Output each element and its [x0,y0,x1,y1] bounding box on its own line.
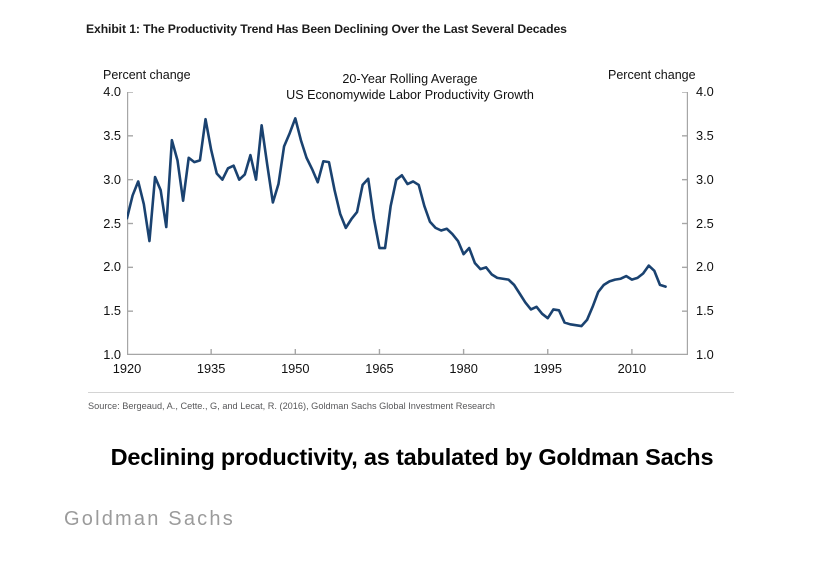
x-axis-label: 2010 [617,361,647,376]
left-axis-unit-label: Percent change [103,68,191,82]
source-divider [88,392,734,393]
right-axis-unit-label: Percent change [608,68,696,82]
y-axis-label-left: 3.0 [103,171,121,187]
plot-title-line-1: 20-Year Rolling Average [342,72,478,86]
y-axis-label-left: 1.0 [103,347,121,362]
y-axis-label-left: 3.5 [103,127,121,143]
y-axis-label-right: 1.5 [696,303,714,319]
plot-title-line-2: US Economywide Labor Productivity Growth [286,87,534,102]
y-axis-label-left: 1.5 [103,303,121,319]
x-axis-label: 1950 [281,361,310,376]
plot-box [127,92,688,355]
y-axis-label-right: 3.5 [696,127,714,143]
x-axis-ticks [127,349,633,355]
slide-caption: Declining productivity, as tabulated by … [110,444,714,470]
y-axis-label-right: 1.0 [696,347,714,362]
series-line-path [127,117,667,328]
exhibit-title: Exhibit 1: The Productivity Trend Has Be… [86,22,567,36]
x-axis-label: 1935 [196,361,226,376]
y-axis-label-right: 3.0 [696,171,714,187]
y-axis-label-right: 4.0 [696,84,714,99]
y-axis-label-left: 2.5 [103,215,121,231]
axis-lines [127,92,688,355]
y-axis-label-left: 2.0 [103,259,121,275]
y-axis-ticks-right [682,92,688,355]
x-axis-label: 1980 [449,361,478,376]
x-axis-label: 1920 [112,361,142,376]
y-axis-label-left: 4.0 [103,84,121,99]
x-axis-label: 1965 [365,361,394,376]
productivity-line-chart [127,92,688,355]
exhibit-card: Exhibit 1: The Productivity Trend Has Be… [86,22,734,411]
y-axis-label-right: 2.5 [696,215,714,231]
x-axis-label: 1995 [533,361,562,376]
y-axis-ticks-left [127,92,133,355]
plot-title: 20-Year Rolling Average US Economywide L… [250,72,570,103]
y-axis-label-right: 2.0 [696,259,714,275]
source-note: Source: Bergeaud, A., Cette., G, and Lec… [88,401,496,411]
brand-footer: Goldman Sachs [64,508,235,530]
chart-area: Percent change Percent change 20-Year Ro… [103,68,714,376]
